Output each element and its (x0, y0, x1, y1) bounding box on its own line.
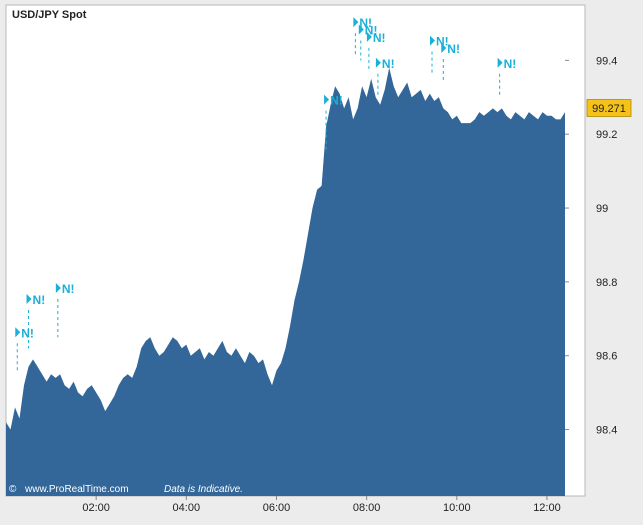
x-tick-label: 06:00 (263, 502, 291, 514)
annotation-layer: N!N!N!N!N!N!N!N!N!N!N! (15, 16, 517, 371)
footer-note: Data is Indicative. (164, 484, 243, 495)
last-value-box (586, 99, 632, 117)
news-marker-label: N! (21, 326, 34, 340)
news-marker[interactable]: N! (441, 42, 460, 83)
x-tick-label: 04:00 (173, 502, 201, 514)
news-marker-label: N! (382, 57, 395, 71)
chart-title: USD/JPY Spot (12, 9, 87, 21)
news-marker-label: N! (373, 31, 386, 45)
news-marker[interactable]: N! (375, 57, 395, 98)
news-marker-label: N! (436, 35, 449, 49)
footer-site: www.ProRealTime.com (24, 484, 129, 495)
news-flag-icon (375, 57, 381, 68)
news-marker-label: N! (33, 293, 46, 307)
last-value-badge: 99.271 (586, 99, 632, 117)
news-marker[interactable]: N! (15, 326, 34, 371)
y-tick-label: 98.6 (596, 351, 617, 363)
x-tick-label: 10:00 (443, 502, 471, 514)
news-flag-icon (55, 282, 61, 293)
x-tick-label: 08:00 (353, 502, 381, 514)
news-marker[interactable]: N! (26, 293, 46, 349)
news-flag-icon (430, 35, 436, 46)
news-flag-icon (15, 327, 21, 338)
area-layer (6, 67, 565, 497)
y-tick-label: 98.4 (596, 425, 617, 437)
news-marker-label: N! (62, 282, 75, 296)
y-tick-label: 99.2 (596, 129, 617, 141)
news-marker-label: N! (359, 16, 372, 30)
area-series-0 (6, 67, 565, 497)
news-flag-icon (353, 17, 359, 28)
last-value-label: 99.271 (592, 103, 626, 115)
footer: © www.ProRealTime.com Data is Indicative… (9, 484, 243, 495)
x-tick-label: 02:00 (82, 502, 110, 514)
news-marker[interactable]: N! (430, 35, 449, 76)
footer-copyright: © (9, 484, 17, 495)
news-marker[interactable]: N! (55, 282, 75, 338)
news-marker-label: N! (330, 94, 343, 108)
x-tick-label: 12:00 (533, 502, 561, 514)
news-flag-icon (366, 31, 372, 42)
news-marker-label: N! (447, 42, 460, 56)
news-marker[interactable]: N! (497, 57, 517, 98)
y-tick-label: 98.8 (596, 277, 617, 289)
axis-layer: 98.4 98.6 98.8 99 99.2 99.4 02:00 04:00 06:00 08:… (82, 55, 617, 514)
y-tick-label: 99 (596, 203, 608, 215)
news-marker-label: N! (504, 57, 517, 71)
news-flag-icon (324, 94, 330, 105)
news-marker[interactable]: N! (353, 16, 372, 57)
news-flag-icon (497, 57, 503, 68)
news-flag-icon (358, 24, 364, 35)
news-marker[interactable]: N! (366, 31, 386, 72)
news-flag-icon (26, 294, 32, 305)
news-marker[interactable]: N! (324, 94, 343, 153)
news-flag-icon (441, 42, 447, 53)
y-tick-label: 99.4 (596, 55, 617, 67)
